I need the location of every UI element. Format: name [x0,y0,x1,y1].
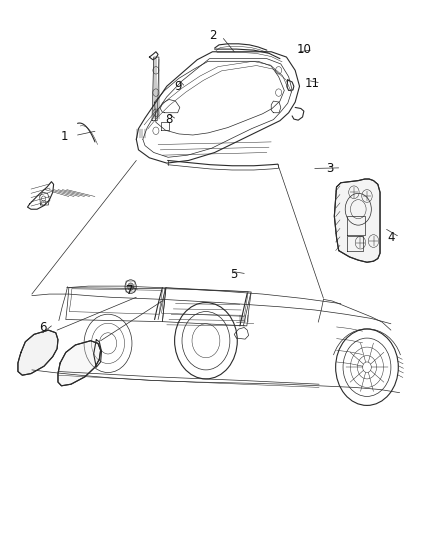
Text: 10: 10 [297,43,311,55]
Text: 7: 7 [126,284,134,297]
Polygon shape [334,179,380,262]
Text: 9: 9 [174,80,181,93]
Text: 11: 11 [305,77,320,90]
Polygon shape [18,330,58,375]
Text: 6: 6 [39,321,46,334]
Text: 3: 3 [326,162,334,175]
Polygon shape [58,341,101,386]
Text: 2: 2 [209,29,216,42]
Text: 4: 4 [387,231,395,244]
Text: 5: 5 [230,268,238,281]
Text: 8: 8 [165,112,173,126]
Circle shape [127,283,134,290]
Text: 1: 1 [61,130,68,143]
